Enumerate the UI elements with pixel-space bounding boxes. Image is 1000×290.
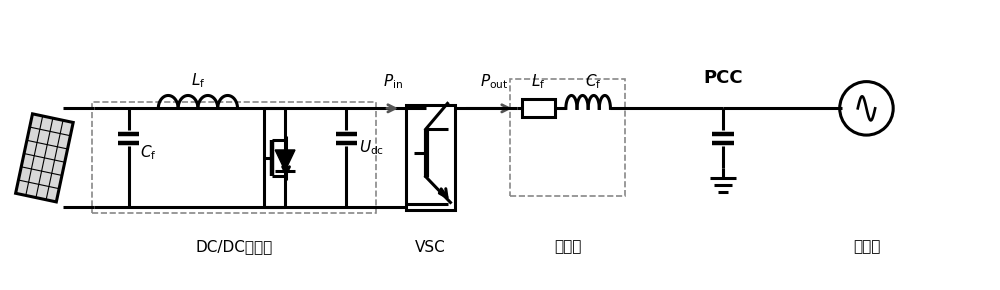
Bar bbox=[406, 105, 455, 210]
Text: 滤波器: 滤波器 bbox=[554, 240, 581, 255]
Polygon shape bbox=[275, 150, 295, 171]
Bar bbox=[522, 99, 555, 117]
Text: PCC: PCC bbox=[703, 68, 743, 87]
Text: $C_{\mathrm{f}}$: $C_{\mathrm{f}}$ bbox=[140, 144, 157, 162]
Bar bbox=[16, 114, 73, 202]
Text: 主电网: 主电网 bbox=[853, 240, 880, 255]
Text: $L_{\mathrm{f}}$: $L_{\mathrm{f}}$ bbox=[531, 72, 546, 90]
Text: $P_{\mathrm{in}}$: $P_{\mathrm{in}}$ bbox=[383, 72, 403, 90]
Text: $U_{\mathrm{dc}}$: $U_{\mathrm{dc}}$ bbox=[359, 139, 385, 157]
Text: $L_{\mathrm{f}}$: $L_{\mathrm{f}}$ bbox=[191, 71, 205, 90]
Text: $P_{\mathrm{out}}$: $P_{\mathrm{out}}$ bbox=[480, 72, 508, 90]
Text: DC/DC逆变器: DC/DC逆变器 bbox=[195, 240, 273, 255]
Text: VSC: VSC bbox=[415, 240, 446, 255]
Bar bbox=[510, 79, 625, 195]
Text: $C_{\mathrm{f}}$: $C_{\mathrm{f}}$ bbox=[585, 72, 601, 90]
Bar bbox=[92, 102, 376, 213]
